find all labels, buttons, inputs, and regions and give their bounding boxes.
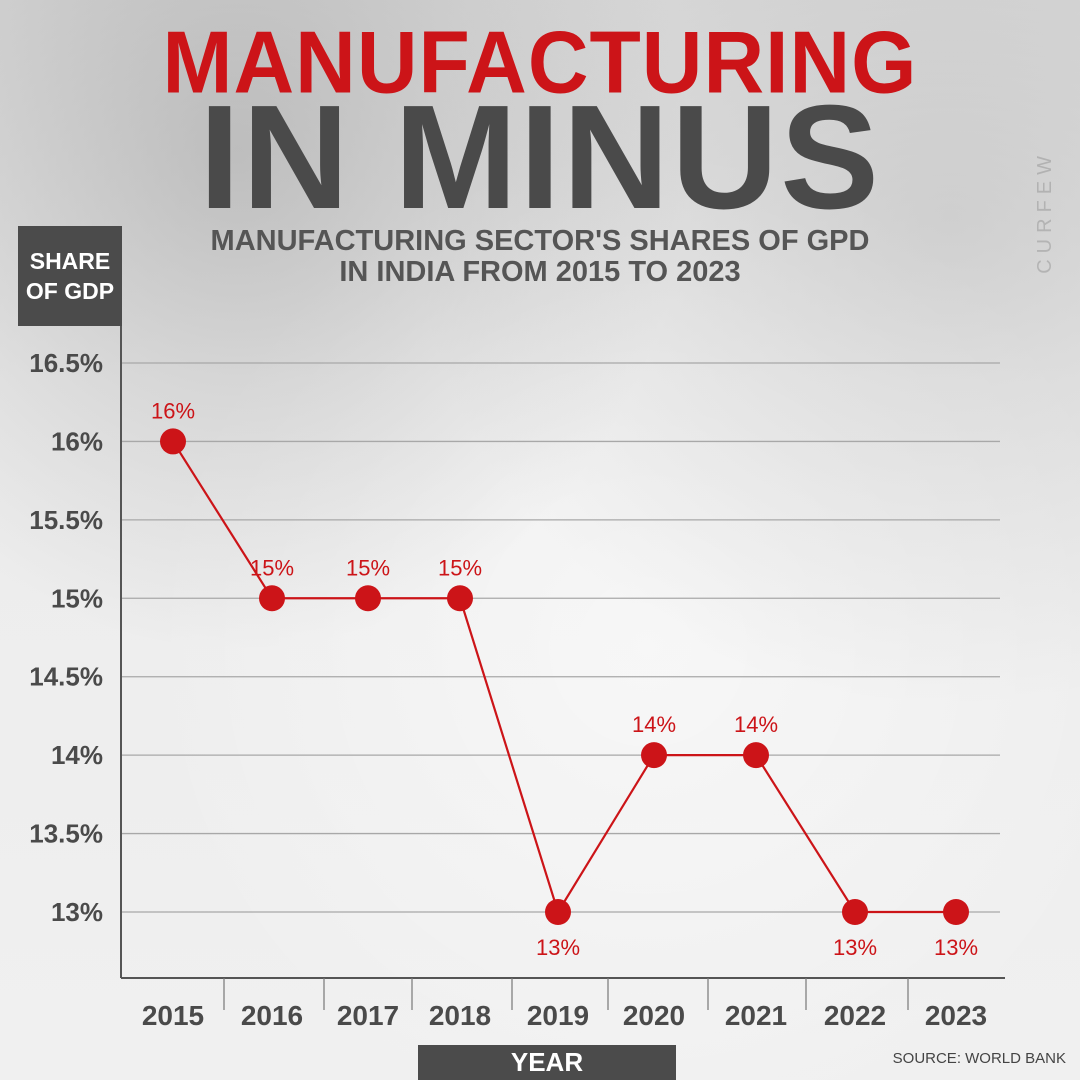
y-tick-label: 14% bbox=[51, 740, 103, 770]
data-label: 14% bbox=[632, 712, 676, 737]
data-label: 13% bbox=[833, 935, 877, 960]
data-point bbox=[943, 899, 969, 925]
data-point bbox=[355, 585, 381, 612]
subtitle-line-1: MANUFACTURING SECTOR'S SHARES OF GPD bbox=[210, 225, 870, 257]
y-tick-label: 15.5% bbox=[29, 505, 103, 535]
x-tick-label: 2020 bbox=[623, 1000, 685, 1031]
y-tick-label: 13.5% bbox=[29, 819, 103, 849]
data-point bbox=[160, 428, 186, 455]
x-tick-label: 2023 bbox=[925, 1000, 987, 1031]
data-label: 15% bbox=[250, 555, 294, 580]
y-tick-label: 13% bbox=[51, 897, 103, 927]
y-tick-label: 16.5% bbox=[29, 348, 103, 378]
data-label: 15% bbox=[346, 555, 390, 580]
data-point bbox=[259, 585, 285, 612]
x-tick-label: 2016 bbox=[241, 1000, 303, 1031]
y-axis-label: SHARE OF GDP bbox=[18, 226, 122, 326]
data-point bbox=[545, 899, 571, 925]
y-axis-label-line-2: OF GDP bbox=[25, 278, 115, 304]
x-tick-label: 2019 bbox=[527, 1000, 589, 1031]
x-tick-label: 2018 bbox=[429, 1000, 491, 1031]
data-point bbox=[842, 899, 868, 925]
title-line-2: IN MINUS bbox=[199, 75, 881, 240]
data-label: 14% bbox=[734, 712, 778, 737]
x-tick-label: 2022 bbox=[824, 1000, 886, 1031]
subtitle-line-2: IN INDIA FROM 2015 TO 2023 bbox=[339, 256, 741, 288]
data-label: 13% bbox=[536, 935, 580, 960]
data-point bbox=[641, 742, 667, 769]
x-tick-label: 2021 bbox=[725, 1000, 787, 1031]
y-tick-label: 14.5% bbox=[29, 662, 103, 692]
source-note: SOURCE: WORLD BANK bbox=[892, 1050, 1066, 1067]
y-tick-label: 15% bbox=[51, 583, 103, 613]
x-tick-label: 2015 bbox=[142, 1000, 204, 1031]
data-point bbox=[743, 742, 769, 769]
chart-subtitle: MANUFACTURING SECTOR'S SHARES OF GPD IN … bbox=[150, 226, 930, 288]
x-tick-label: 2017 bbox=[337, 1000, 399, 1031]
y-axis-label-line-1: SHARE bbox=[29, 248, 111, 274]
y-tick-label: 16% bbox=[51, 426, 103, 456]
data-point bbox=[447, 585, 473, 612]
data-label: 16% bbox=[151, 398, 195, 423]
data-label: 15% bbox=[438, 555, 482, 580]
title-line-1: MANUFACTURING bbox=[162, 12, 918, 112]
data-label: 13% bbox=[934, 935, 978, 960]
x-axis-label: YEAR bbox=[418, 1045, 676, 1080]
